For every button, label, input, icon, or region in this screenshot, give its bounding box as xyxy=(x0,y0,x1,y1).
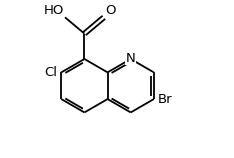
Text: N: N xyxy=(126,52,135,65)
Text: Cl: Cl xyxy=(44,66,57,79)
Text: Br: Br xyxy=(158,93,172,106)
Text: HO: HO xyxy=(43,3,64,17)
Text: O: O xyxy=(105,3,116,17)
